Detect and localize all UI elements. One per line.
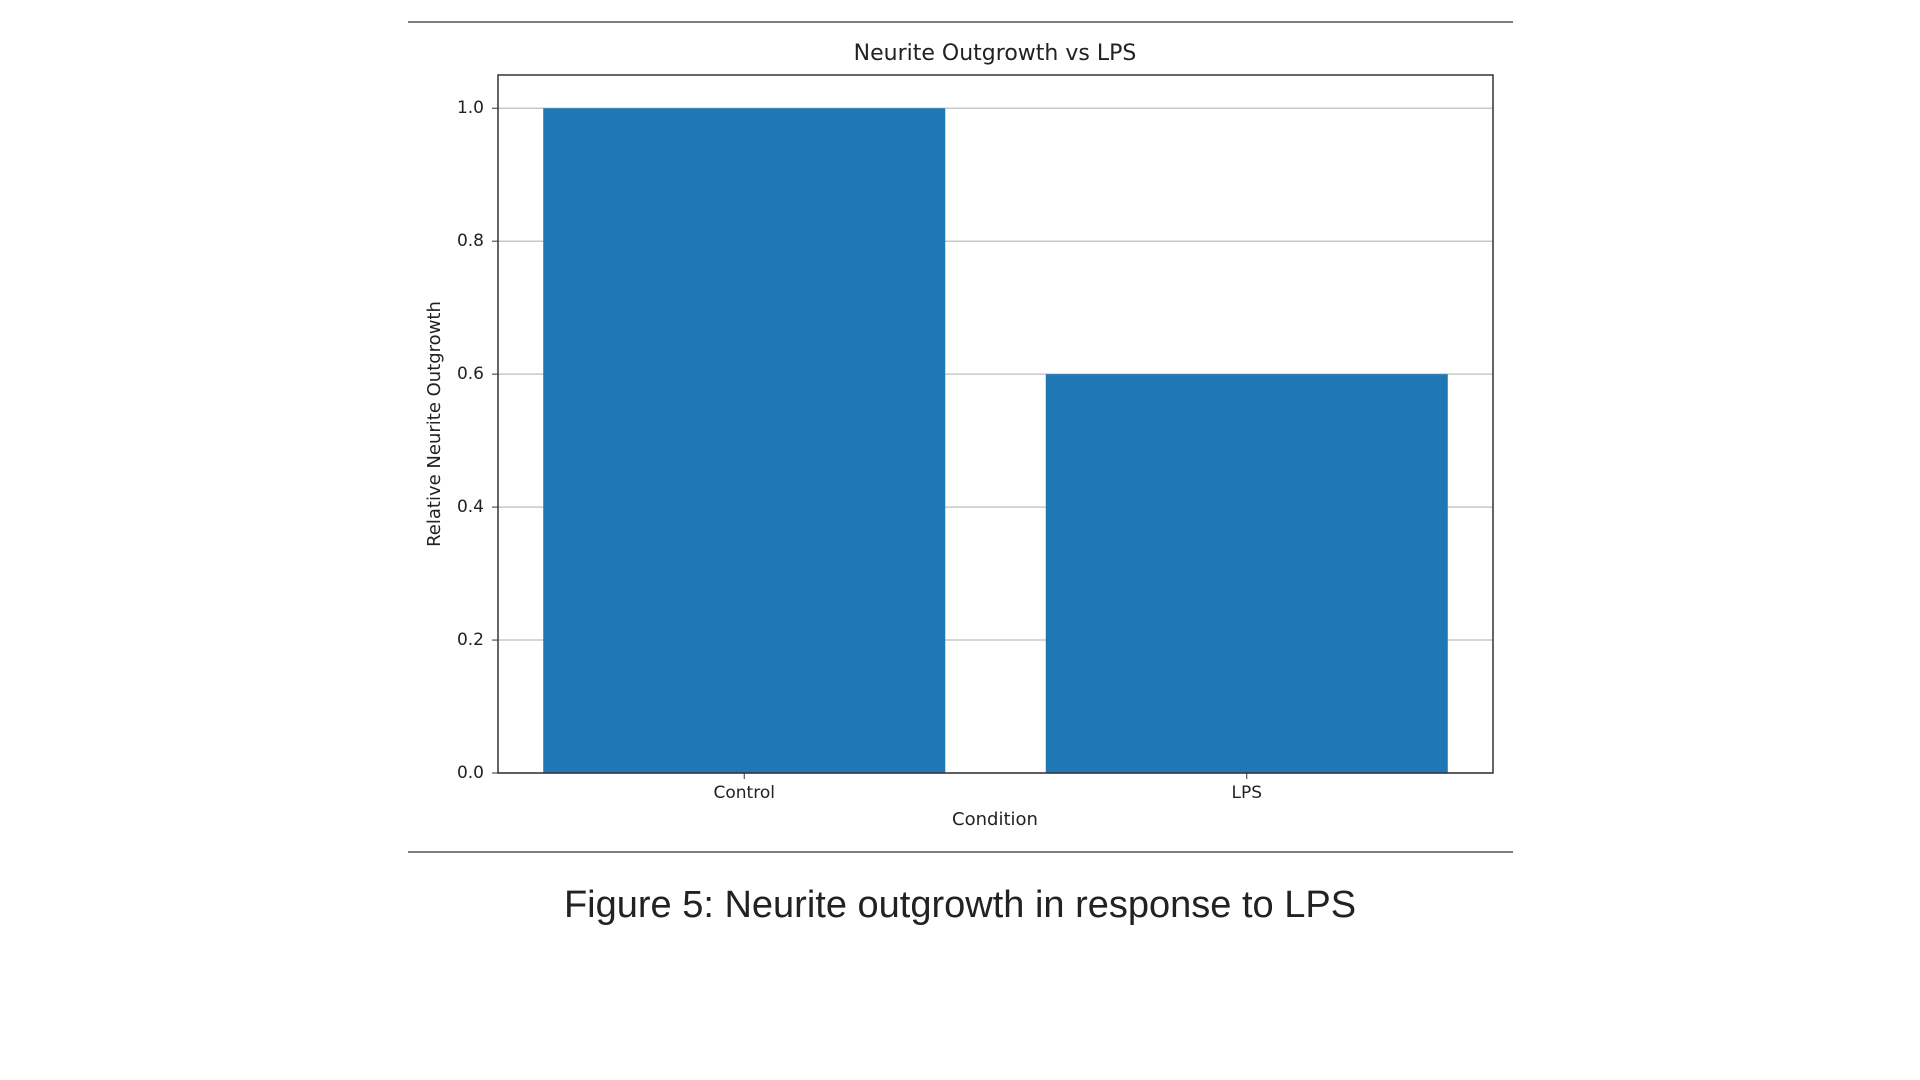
chart-title: Neurite Outgrowth vs LPS bbox=[854, 41, 1137, 66]
y-tick-label: 0.4 bbox=[457, 497, 484, 517]
bar bbox=[1045, 374, 1448, 773]
plot-area bbox=[498, 107, 1493, 774]
y-tick-label: 0.6 bbox=[457, 364, 484, 384]
y-tick-label: 0.8 bbox=[457, 231, 484, 251]
figure-caption: Figure 5: Neurite outgrowth in response … bbox=[564, 884, 1356, 926]
x-tick-label: Control bbox=[714, 783, 775, 803]
y-tick-label: 1.0 bbox=[457, 98, 484, 118]
bar bbox=[543, 108, 946, 773]
plot-frame bbox=[497, 74, 1494, 774]
x-axis-label: Condition bbox=[952, 809, 1038, 830]
y-tick-label: 0.0 bbox=[457, 763, 484, 783]
x-tick-label: LPS bbox=[1232, 783, 1263, 803]
y-tick-label: 0.2 bbox=[457, 630, 484, 650]
y-axis-label: Relative Neurite Outgrowth bbox=[424, 301, 445, 547]
